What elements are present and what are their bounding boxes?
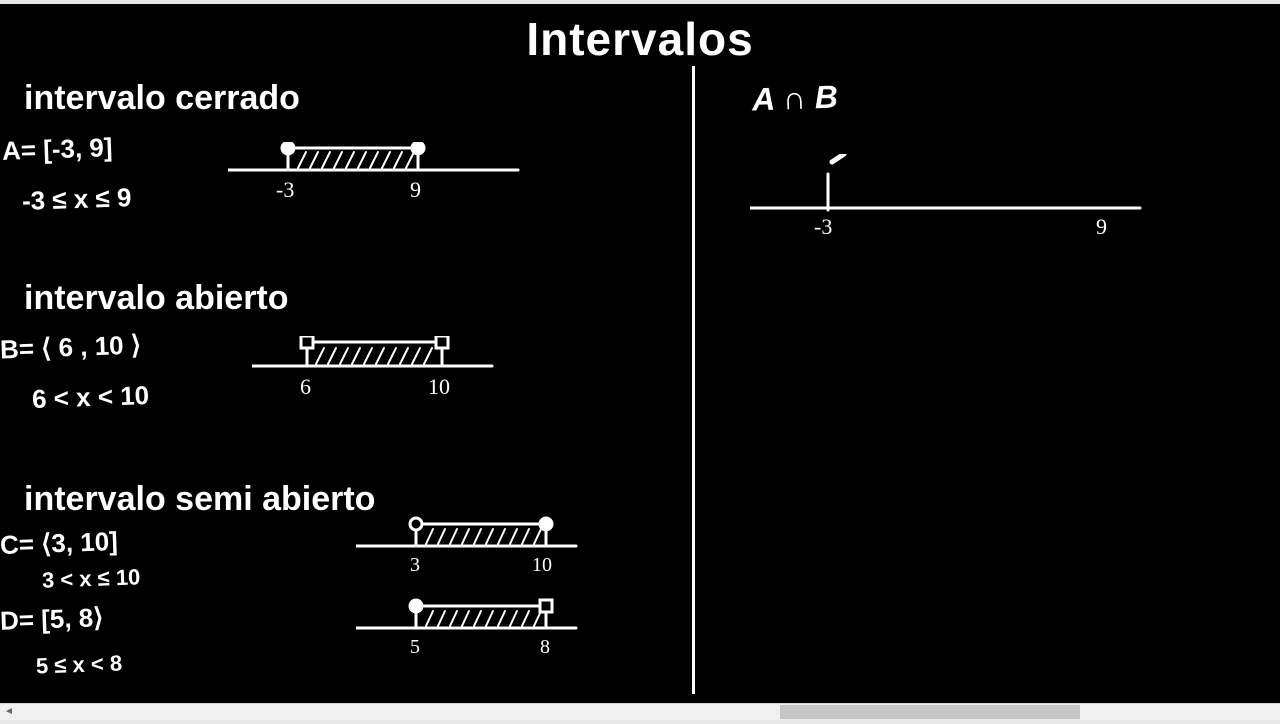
whiteboard-canvas[interactable]: Intervalos intervalo cerrado A= [-3, 9] … [0,4,1280,704]
svg-text:9: 9 [1096,214,1107,239]
set-d-notation: D= [5, 8⟩ [0,602,104,637]
set-d-inequality: 5 ≤ x < 8 [36,651,123,680]
svg-text:6: 6 [300,374,311,399]
heading-open-interval: intervalo abierto [24,279,289,318]
scrollbar-thumb[interactable] [780,705,1080,719]
svg-text:3: 3 [410,554,420,576]
svg-text:9: 9 [410,177,421,202]
scroll-left-arrow-icon[interactable]: ◄ [4,706,14,717]
number-line-a: -3 9 [228,142,528,212]
number-line-d: 5 8 [356,598,596,663]
number-line-c: 3 10 [356,516,596,581]
heading-semi-open-interval: intervalo semi abierto [24,480,375,519]
page-title: Intervalos [0,12,1280,66]
svg-text:8: 8 [540,636,550,658]
number-line-b: 6 10 [252,336,512,406]
svg-text:10: 10 [532,554,552,576]
set-c-notation: C= ⟨3, 10] [0,526,118,561]
svg-text:-3: -3 [276,177,294,202]
set-a-notation: A= [-3, 9] [1,132,113,167]
set-a-inequality: -3 ≤ x ≤ 9 [21,182,131,217]
intersection-heading: A ∩ B [751,79,838,119]
horizontal-scrollbar[interactable]: ◄ [0,703,1280,720]
svg-text:10: 10 [428,374,450,399]
svg-text:5: 5 [410,636,420,658]
number-line-intersection: -3 9 [750,154,1150,244]
heading-closed-interval: intervalo cerrado [24,79,300,118]
svg-text:-3: -3 [814,214,832,239]
set-c-inequality: 3 < x ≤ 10 [42,564,141,593]
set-b-notation: B= ⟨ 6 , 10 ⟩ [0,330,141,366]
set-b-inequality: 6 < x < 10 [31,380,149,415]
vertical-divider [692,66,695,694]
